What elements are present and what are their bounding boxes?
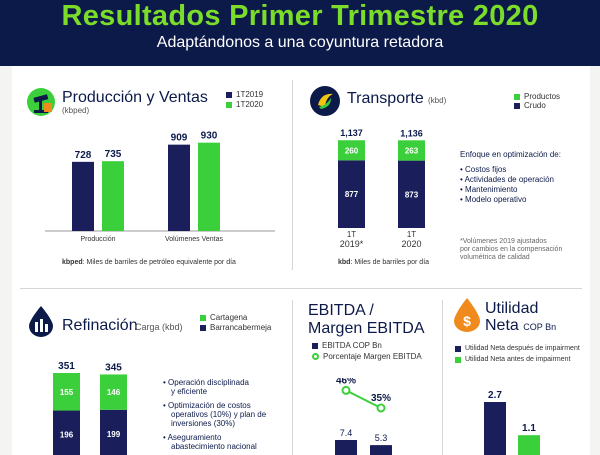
refinery-icon bbox=[26, 305, 56, 342]
refinacion-chart: 196 155 351 199 146 345 bbox=[53, 361, 127, 455]
transporte-footnote: *Volúmenes 2019 ajustados por cambios en… bbox=[460, 238, 563, 261]
bar-Productos bbox=[398, 140, 425, 161]
bar-1T2020-Volúmenes Ventas bbox=[198, 142, 220, 231]
divider-vertical-bottom-2 bbox=[442, 300, 443, 455]
legend-crudo: Crudo bbox=[514, 101, 546, 110]
data-label: 146 bbox=[107, 388, 121, 397]
bar-Utilidad Neta antes de impairment bbox=[518, 435, 540, 455]
tick-sublabel: 2020 bbox=[401, 239, 421, 249]
page-subtitle: Adaptándonos a una coyuntura retadora bbox=[156, 34, 444, 51]
legend-margen: Porcentaje Margen EBITDA bbox=[312, 352, 422, 361]
data-label: 7.4 bbox=[340, 428, 353, 438]
total-label: 345 bbox=[105, 362, 122, 373]
refinacion-bullet: • Optimización de costos operativos (10%… bbox=[163, 401, 267, 428]
total-label: 1,137 bbox=[340, 128, 363, 138]
data-label: 1.1 bbox=[522, 423, 536, 434]
produccion-title: Producción y Ventas bbox=[62, 89, 208, 106]
data-label: 873 bbox=[405, 190, 419, 199]
bar-Crudo bbox=[398, 160, 425, 228]
transporte-bullet: • Actividades de operación bbox=[460, 175, 554, 184]
data-label: 735 bbox=[105, 149, 122, 160]
legend-cartagena: Cartagena bbox=[200, 313, 247, 322]
data-label: 263 bbox=[405, 146, 419, 155]
legend-1t2020: 1T2020 bbox=[226, 100, 263, 109]
data-label: 909 bbox=[171, 133, 188, 144]
bar-1T2019-Volúmenes Ventas bbox=[168, 144, 190, 231]
data-label: 728 bbox=[75, 150, 92, 161]
bar-Utilidad Neta después de impairment bbox=[484, 402, 506, 455]
bar-Productos bbox=[338, 140, 365, 161]
data-label: 877 bbox=[345, 190, 359, 199]
ecopetrol-logo-icon bbox=[309, 85, 341, 122]
produccion-note: kbped: Miles de barriles de petróleo equ… bbox=[62, 259, 236, 266]
bar-1T2020-Producción bbox=[102, 161, 124, 231]
tick-label: 1T bbox=[407, 230, 416, 239]
ebitda-chart: 7.4 5.3 46% 35% bbox=[335, 378, 392, 455]
oil-pump-icon bbox=[26, 87, 56, 122]
refinacion-bullet: • Aseguramiento abastecimiento nacional bbox=[163, 433, 257, 451]
data-label: 199 bbox=[107, 430, 121, 439]
bar-ebitda bbox=[370, 445, 392, 455]
tick-sublabel: 2019* bbox=[340, 239, 364, 249]
divider-vertical-bottom-1 bbox=[292, 300, 293, 455]
data-label: 2.7 bbox=[488, 390, 502, 401]
refinacion-title: Refinación bbox=[62, 317, 138, 334]
transporte-note: kbd: Miles de barriles por día bbox=[338, 259, 430, 266]
bar-Cartagena bbox=[53, 373, 80, 411]
refinacion-bullets: • Operación disciplinada y eficiente • O… bbox=[163, 378, 266, 451]
data-label: 930 bbox=[201, 131, 218, 142]
tick-label: 1T bbox=[347, 230, 356, 239]
refinacion-unit: Carga (kbd) bbox=[135, 322, 183, 332]
utilidad-title: Utilidad Neta COP Bn bbox=[485, 300, 557, 334]
bar-Barrancabermeja bbox=[100, 409, 127, 455]
margin-point bbox=[376, 403, 386, 413]
bar-Barrancabermeja bbox=[53, 410, 80, 455]
data-label: 196 bbox=[60, 430, 74, 439]
ebitda-title: EBITDA / Margen EBITDA bbox=[308, 302, 425, 337]
refinacion-bullet: • Operación disciplinada y eficiente bbox=[163, 378, 249, 396]
transporte-bullet: • Costos fijos bbox=[460, 165, 507, 174]
legend-barrancabermeja: Barrancabermeja bbox=[200, 323, 271, 332]
utilidad-chart: 2.7 1.1 bbox=[484, 390, 540, 455]
data-label: 260 bbox=[345, 146, 359, 155]
divider-vertical-top bbox=[292, 80, 293, 270]
legend-utilidad-antes: Utilidad Neta antes de impairment bbox=[455, 356, 570, 363]
money-drop-icon: $ bbox=[452, 297, 482, 338]
total-label: 351 bbox=[58, 361, 75, 372]
margin-label: 46% bbox=[336, 378, 356, 386]
transporte-bullets-title: Enfoque en optimización de: bbox=[460, 150, 561, 159]
bar-Cartagena bbox=[100, 374, 127, 410]
total-label: 1,136 bbox=[400, 128, 423, 138]
legend-1t2019: 1T2019 bbox=[226, 90, 263, 99]
header-banner: Resultados Primer Trimestre 2020 Adaptán… bbox=[0, 0, 600, 66]
margin-label: 35% bbox=[371, 393, 391, 404]
margin-point bbox=[341, 385, 351, 395]
bar-Crudo bbox=[338, 160, 365, 228]
bar-ebitda bbox=[335, 440, 357, 455]
divider-horizontal bbox=[20, 288, 582, 289]
produccion-chart: 728 735 Producción 909 930 Volúmenes Ventas bbox=[45, 131, 275, 243]
bar-1T2019-Producción bbox=[72, 161, 94, 231]
transporte-bullet: • Modelo operativo bbox=[460, 195, 527, 204]
transporte-bullets: Enfoque en optimización de: • Costos fij… bbox=[460, 150, 561, 205]
transporte-bullet: • Mantenimiento bbox=[460, 185, 518, 194]
data-label: 155 bbox=[60, 388, 74, 397]
produccion-unit: (kbped) bbox=[62, 106, 90, 115]
legend-productos: Productos bbox=[514, 92, 560, 101]
data-label: 5.3 bbox=[375, 433, 388, 443]
svg-text:$: $ bbox=[463, 313, 471, 329]
legend-ebitda: EBITDA COP Bn bbox=[312, 341, 382, 350]
margin-line bbox=[345, 389, 382, 409]
page-title: Resultados Primer Trimestre 2020 bbox=[61, 0, 539, 32]
tick-label: Producción bbox=[80, 236, 115, 243]
transporte-title: Transporte bbox=[347, 90, 424, 107]
legend-utilidad-despues: Utilidad Neta después de impairment bbox=[455, 345, 580, 352]
transporte-unit: (kbd) bbox=[428, 96, 447, 105]
tick-label: Volúmenes Ventas bbox=[165, 236, 223, 243]
